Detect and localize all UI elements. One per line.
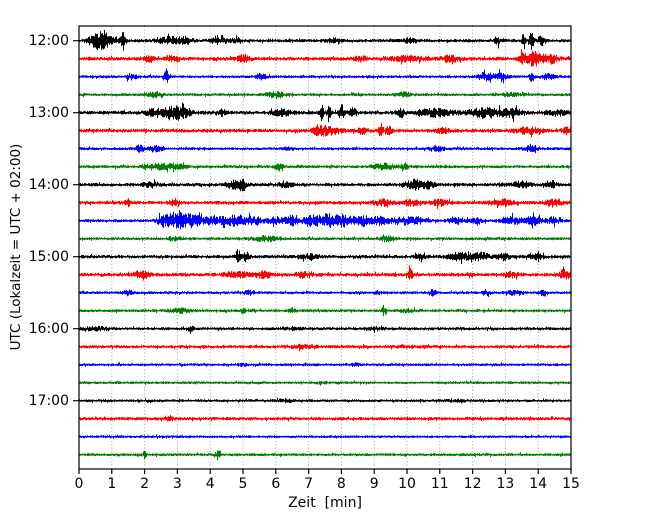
x-tick-label-11: 11 — [430, 476, 449, 492]
y-tick-label-1700: 17:00 — [28, 392, 69, 409]
x-tick-label-14: 14 — [529, 476, 548, 492]
x-tick-label-7: 7 — [304, 476, 314, 492]
x-tick-label-8: 8 — [336, 476, 346, 492]
x-tick-label-13: 13 — [496, 476, 515, 492]
y-tick-label-1600: 16:00 — [28, 320, 69, 337]
x-tick-label-2: 2 — [140, 476, 150, 492]
y-axis-label: UTC (Lokalzeit = UTC + 02:00) — [8, 143, 24, 351]
x-tick-label-15: 15 — [562, 476, 580, 492]
y-tick-label-1400: 14:00 — [28, 176, 69, 193]
x-tick-label-6: 6 — [271, 476, 281, 492]
x-tick-label-10: 10 — [398, 476, 416, 492]
x-tick-label-3: 3 — [172, 476, 182, 492]
x-tick-label-4: 4 — [205, 476, 215, 492]
x-tick-label-1: 1 — [107, 476, 117, 492]
x-tick-label-0: 0 — [74, 476, 84, 492]
x-tick-label-9: 9 — [369, 476, 379, 492]
y-tick-label-1300: 13:00 — [28, 104, 69, 121]
y-tick-label-1500: 15:00 — [28, 248, 69, 265]
y-tick-label-1200: 12:00 — [28, 32, 69, 49]
x-tick-label-5: 5 — [238, 476, 248, 492]
x-axis-label: Zeit [min] — [288, 495, 362, 511]
x-tick-label-12: 12 — [463, 476, 482, 492]
